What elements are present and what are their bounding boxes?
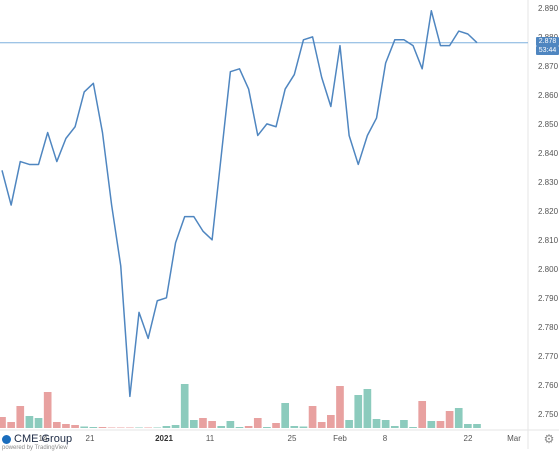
volume-bar xyxy=(464,424,472,428)
volume-bar xyxy=(254,418,262,428)
y-tick-label: 2.760 xyxy=(538,381,559,390)
volume-bar xyxy=(336,386,344,428)
volume-bar xyxy=(208,421,216,428)
volume-bar xyxy=(35,418,43,428)
x-tick-label: 2021 xyxy=(155,434,173,443)
volume-bar xyxy=(364,389,372,428)
last-price-badge: 2.878 xyxy=(536,37,559,46)
y-tick-label: 2.850 xyxy=(538,120,559,129)
volume-bar xyxy=(7,422,15,428)
volume-bar xyxy=(117,428,125,429)
volume-bar xyxy=(62,424,70,428)
powered-by-text: powered by TradingView xyxy=(2,445,68,451)
volume-bar xyxy=(80,427,88,429)
y-tick-label: 2.860 xyxy=(538,91,559,100)
volume-bar xyxy=(108,428,116,429)
volume-bar xyxy=(71,425,79,428)
countdown-badge: 53:44 xyxy=(536,46,559,55)
volume-bar xyxy=(300,427,308,429)
volume-bar xyxy=(227,421,235,428)
price-series-line xyxy=(2,11,477,397)
volume-bar xyxy=(409,427,417,428)
y-tick-label: 2.870 xyxy=(538,62,559,71)
x-tick-label: 8 xyxy=(383,434,388,443)
volume-bar xyxy=(309,406,317,428)
volume-bar xyxy=(236,427,244,428)
volume-bar xyxy=(400,420,408,428)
volume-bar xyxy=(172,425,180,428)
volume-bar xyxy=(99,427,107,428)
volume-bar xyxy=(135,428,143,429)
volume-bar xyxy=(217,426,225,428)
y-tick-label: 2.800 xyxy=(538,265,559,274)
volume-bar xyxy=(318,422,326,428)
volume-bar xyxy=(281,403,289,428)
volume-bar xyxy=(126,428,134,429)
volume-bar xyxy=(354,395,362,428)
brand-name: CME Group xyxy=(14,433,72,445)
volume-bar xyxy=(144,428,152,429)
y-tick-label: 2.820 xyxy=(538,207,559,216)
volume-bar xyxy=(26,416,34,428)
volume-bar xyxy=(272,423,280,428)
volume-bar xyxy=(473,424,481,428)
y-tick-label: 2.890 xyxy=(538,4,559,13)
volume-bar xyxy=(345,420,353,428)
x-tick-label: Mar xyxy=(507,434,521,443)
x-tick-label: 21 xyxy=(86,434,95,443)
settings-gear-icon[interactable]: ⚙ xyxy=(543,433,555,445)
volume-bar xyxy=(245,426,253,428)
y-tick-label: 2.790 xyxy=(538,294,559,303)
volume-bar xyxy=(290,426,298,428)
volume-bar xyxy=(181,384,189,428)
volume-bar xyxy=(16,406,24,428)
y-tick-label: 2.810 xyxy=(538,236,559,245)
volume-bar xyxy=(418,401,426,428)
y-tick-label: 2.750 xyxy=(538,410,559,419)
volume-bar xyxy=(0,417,6,428)
volume-bar xyxy=(446,411,454,428)
y-tick-label: 2.780 xyxy=(538,323,559,332)
volume-bar xyxy=(437,421,445,428)
volume-bar xyxy=(190,420,198,428)
x-tick-label: 11 xyxy=(206,434,215,443)
volume-bar xyxy=(391,426,399,428)
volume-bar xyxy=(153,428,161,429)
volume-bar xyxy=(373,419,381,428)
volume-bar xyxy=(382,420,390,428)
y-tick-label: 2.830 xyxy=(538,178,559,187)
volume-bar xyxy=(90,427,98,428)
volume-bar xyxy=(53,422,61,428)
x-tick-label: 25 xyxy=(288,434,297,443)
volume-bar xyxy=(327,415,335,428)
volume-bar xyxy=(44,392,52,428)
volume-bar xyxy=(455,408,463,428)
y-tick-label: 2.840 xyxy=(538,149,559,158)
volume-bar xyxy=(199,418,207,428)
cme-globe-icon xyxy=(2,435,11,444)
x-tick-label: 22 xyxy=(464,434,473,443)
volume-bar xyxy=(427,421,435,428)
volume-bar xyxy=(163,426,171,428)
volume-bar xyxy=(263,427,271,428)
y-tick-label: 2.770 xyxy=(538,352,559,361)
x-tick-label: Feb xyxy=(333,434,347,443)
